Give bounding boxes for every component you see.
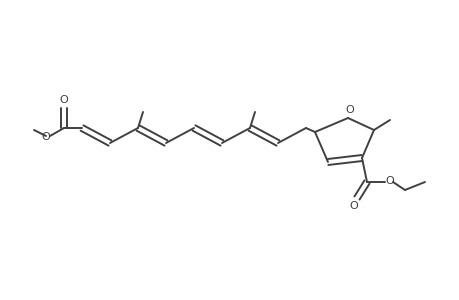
Text: O: O [345,105,353,115]
Text: O: O [41,132,50,142]
Text: O: O [385,176,393,186]
Text: O: O [349,201,358,211]
Text: O: O [60,95,68,105]
